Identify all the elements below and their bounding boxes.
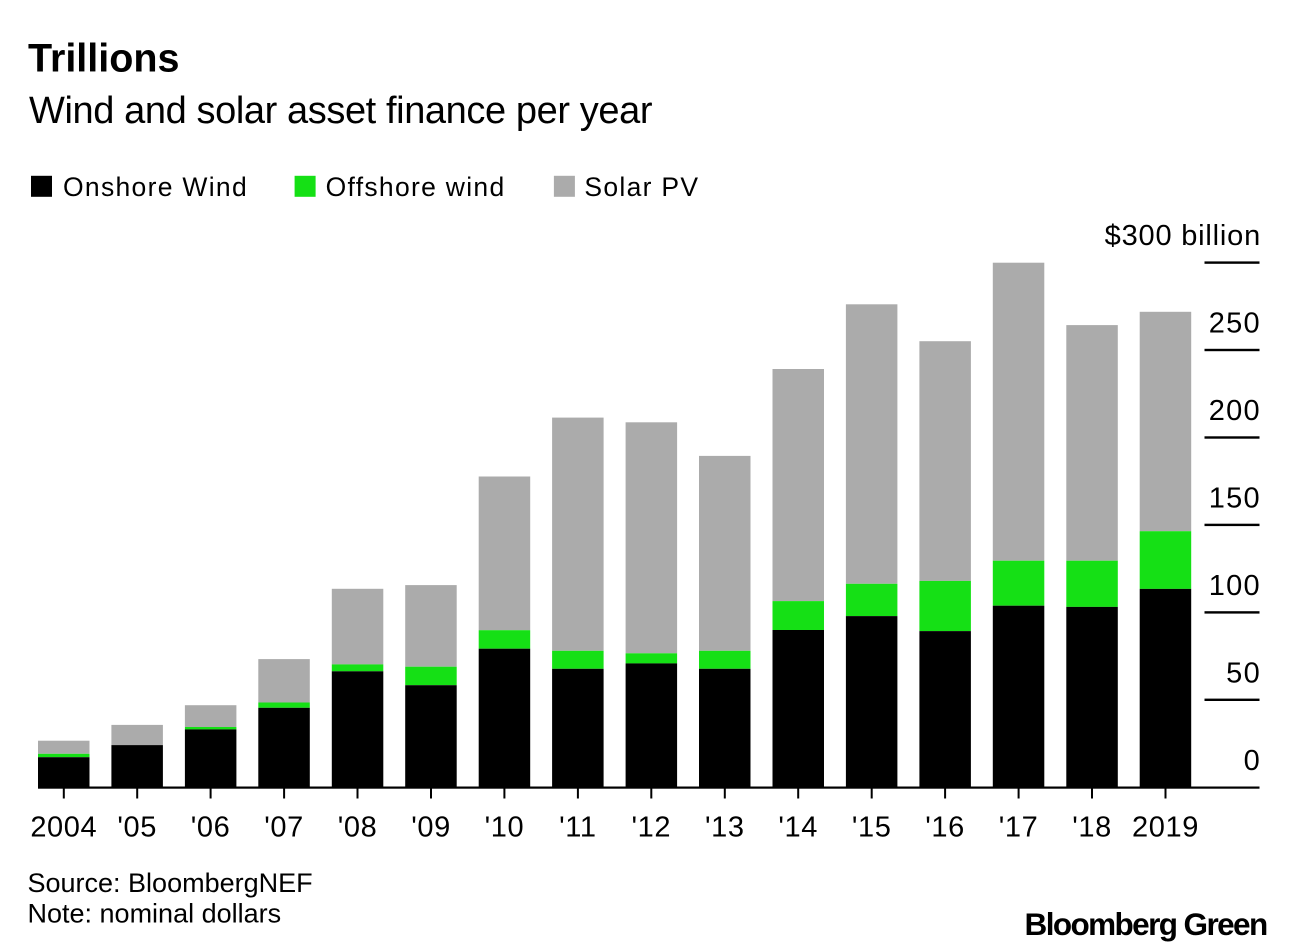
svg-text:Offshore wind: Offshore wind [326,172,506,202]
svg-text:Source: BloombergNEF: Source: BloombergNEF [28,868,313,898]
svg-text:'16: '16 [925,812,965,844]
svg-text:2019: 2019 [1132,812,1199,844]
svg-text:Onshore Wind: Onshore Wind [63,172,248,202]
svg-text:'11: '11 [559,812,596,844]
svg-text:Trillions: Trillions [28,37,179,81]
svg-text:$300 billion: $300 billion [1105,220,1261,252]
svg-text:50: 50 [1226,657,1261,689]
svg-text:'06: '06 [191,812,231,844]
svg-text:Note: nominal dollars: Note: nominal dollars [28,899,282,929]
svg-text:'10: '10 [485,812,525,844]
svg-text:'12: '12 [632,812,672,844]
svg-text:200: 200 [1209,395,1261,427]
svg-text:'14: '14 [778,812,818,844]
svg-text:250: 250 [1209,308,1261,340]
svg-text:'07: '07 [264,812,304,844]
svg-text:Wind and solar asset finance p: Wind and solar asset finance per year [29,90,653,132]
svg-text:100: 100 [1209,570,1261,602]
svg-text:'08: '08 [338,812,378,844]
svg-text:Bloomberg Green: Bloomberg Green [1025,906,1267,942]
svg-text:'13: '13 [705,812,745,844]
svg-text:'09: '09 [411,812,451,844]
svg-text:0: 0 [1244,745,1261,777]
svg-text:Solar PV: Solar PV [584,172,699,202]
svg-text:'15: '15 [852,812,892,844]
svg-text:2004: 2004 [30,812,97,844]
svg-text:'18: '18 [1072,812,1112,844]
svg-text:'05: '05 [117,812,157,844]
svg-text:150: 150 [1209,482,1261,514]
svg-text:'17: '17 [999,812,1039,844]
